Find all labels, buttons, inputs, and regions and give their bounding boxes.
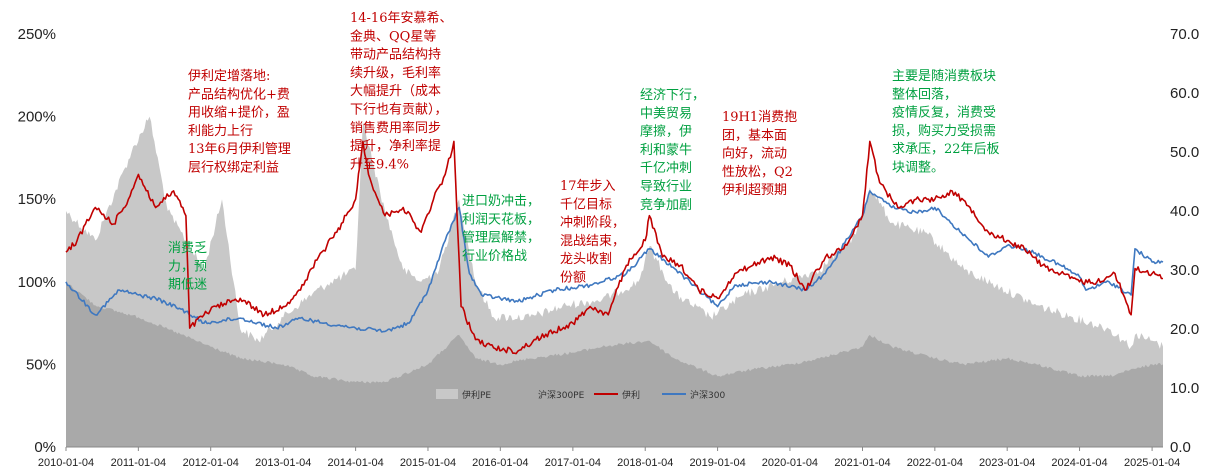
- x-tick-label: 2021-01-04: [834, 457, 890, 469]
- legend-label: 伊利: [622, 389, 640, 401]
- annotation-text: 摩擦，伊: [640, 124, 692, 140]
- x-tick-label: 2018-01-04: [617, 457, 673, 469]
- annotation-text: 千亿冲刺: [640, 161, 692, 176]
- annotation-text: 份额: [560, 271, 586, 286]
- x-tick-label: 2016-01-04: [472, 457, 528, 469]
- annotation-text: 伊利超预期: [722, 183, 787, 198]
- annotation-text: 消费乏: [168, 241, 207, 256]
- csi300-line: [65, 190, 1164, 333]
- yili-line: [65, 140, 1163, 355]
- x-tick-label: 2024-01-04: [1051, 457, 1107, 469]
- csi300-pe-area: [66, 281, 1163, 447]
- annotation-text: 伊利定增落地:: [188, 69, 270, 84]
- annotation-text: 13年6月伊利管理: [188, 142, 291, 157]
- legend-label: 沪深300PE: [538, 389, 585, 401]
- annotation-text: 14-16年安慕希、: [350, 11, 452, 26]
- annotation-text: 力，预: [168, 259, 207, 274]
- annotation-text: 疫情反复，消费受: [892, 105, 996, 121]
- x-tick-label: 2014-01-04: [327, 457, 383, 469]
- legend-swatch: [512, 389, 534, 399]
- x-tick-label: 2013-01-04: [255, 457, 311, 469]
- annotation-text: 性放松，Q2: [722, 165, 793, 180]
- y-right-tick-label: 50.0: [1170, 144, 1199, 161]
- annotation-text: 冲刺阶段，: [560, 216, 625, 231]
- y-right-tick-label: 40.0: [1170, 203, 1199, 220]
- x-tick-label: 2023-01-04: [979, 457, 1035, 469]
- y-right-tick-label: 0.0: [1170, 439, 1191, 456]
- x-tick-label: 2017-01-04: [545, 457, 601, 469]
- y-right-tick-label: 30.0: [1170, 262, 1199, 279]
- legend-label: 沪深300: [690, 389, 725, 401]
- x-tick-label: 2010-01-04: [38, 457, 94, 469]
- y-right-tick-label: 10.0: [1170, 380, 1199, 397]
- annotation-text: 利能力上行: [188, 124, 253, 139]
- y-left-tick-label: 150%: [18, 191, 56, 208]
- x-tick-label: 2011-01-04: [111, 457, 166, 469]
- price-lines: [65, 140, 1164, 355]
- annotation-text: 产品结构优化+费: [188, 87, 290, 102]
- y-left-tick-label: 200%: [18, 109, 56, 126]
- x-tick-label: 2020-01-04: [762, 457, 818, 469]
- x-tick-label: 2022-01-04: [907, 457, 963, 469]
- annotation-text: 经济下行，: [640, 88, 705, 103]
- annotation-text: 17年步入: [560, 179, 616, 194]
- legend-label: 伊利PE: [462, 389, 491, 401]
- annotation-text: 利和蒙牛: [640, 143, 692, 158]
- y-right-tick-label: 60.0: [1170, 85, 1199, 102]
- annotation-text: 竞争加剧: [640, 197, 692, 213]
- annotation-text: 主要是随消费板块: [892, 69, 996, 84]
- annotation-text: 提升，净利率提: [350, 138, 441, 154]
- annotation-text: 损，购买力受损需: [892, 123, 996, 139]
- annotation-text: 千亿目标: [560, 197, 612, 212]
- y-left-tick-label: 100%: [18, 274, 56, 291]
- y-right-tick-label: 20.0: [1170, 321, 1199, 338]
- annotation-text: 整体回落，: [892, 87, 957, 102]
- annotation-text: 19H1消费抱: [722, 109, 797, 125]
- annotation-text: 进口奶冲击，: [462, 194, 540, 209]
- axes: 0% 50% 100% 150% 200% 250% 0.0 10.0 20.0 30.0 40.0…: [18, 26, 1200, 469]
- annotation-text: 龙头收割: [560, 251, 612, 267]
- annotation-text: 下行也有贡献），: [350, 103, 448, 118]
- legend: 伊利PE 沪深300PE 伊利 沪深300: [436, 389, 725, 401]
- annotation-text: 团，基本面: [722, 128, 787, 143]
- annotation-text: 销售费用率同步: [350, 120, 441, 136]
- x-tick-label: 2025-01-04: [1124, 457, 1180, 469]
- annotation-text: 导致行业: [640, 180, 692, 195]
- x-tick-label: 2012-01-04: [183, 457, 239, 469]
- annotation-text: 金典、QQ星等: [350, 28, 436, 44]
- annotation-text: 层行权绑定利益: [188, 160, 279, 176]
- annotation-text: 中美贸易: [640, 106, 692, 121]
- annotation-text: 用收缩+提价，盈: [188, 105, 290, 121]
- annotation-text: 向好，流动: [722, 146, 787, 162]
- annotation-text: 升至9.4%: [350, 157, 409, 172]
- pe-areas: [66, 116, 1163, 447]
- y-left-tick-label: 0%: [34, 439, 56, 456]
- annotation-text: 带动产品结构持: [350, 48, 441, 63]
- y-left-tick-label: 250%: [18, 26, 56, 43]
- x-tick-label: 2019-01-04: [689, 457, 745, 469]
- annotation-text: 期低迷: [168, 278, 207, 293]
- x-tick-label: 2015-01-04: [400, 457, 456, 469]
- y-right-tick-label: 70.0: [1170, 26, 1199, 43]
- annotation-text: 管理层解禁，: [462, 231, 540, 246]
- annotation-text: 块调整。: [892, 161, 944, 176]
- annotation-text: 大幅提升（成本: [350, 83, 441, 99]
- annotation-text: 混战结束，: [560, 234, 625, 249]
- annotation-text: 求承压，22年后板: [892, 142, 1000, 157]
- annotation-text: 利润天花板，: [462, 211, 540, 227]
- annotation-text: 行业价格战: [462, 248, 527, 264]
- y-left-tick-label: 50%: [26, 356, 56, 373]
- annotation-text: 续升级，毛利率: [350, 65, 441, 81]
- legend-swatch: [436, 389, 458, 399]
